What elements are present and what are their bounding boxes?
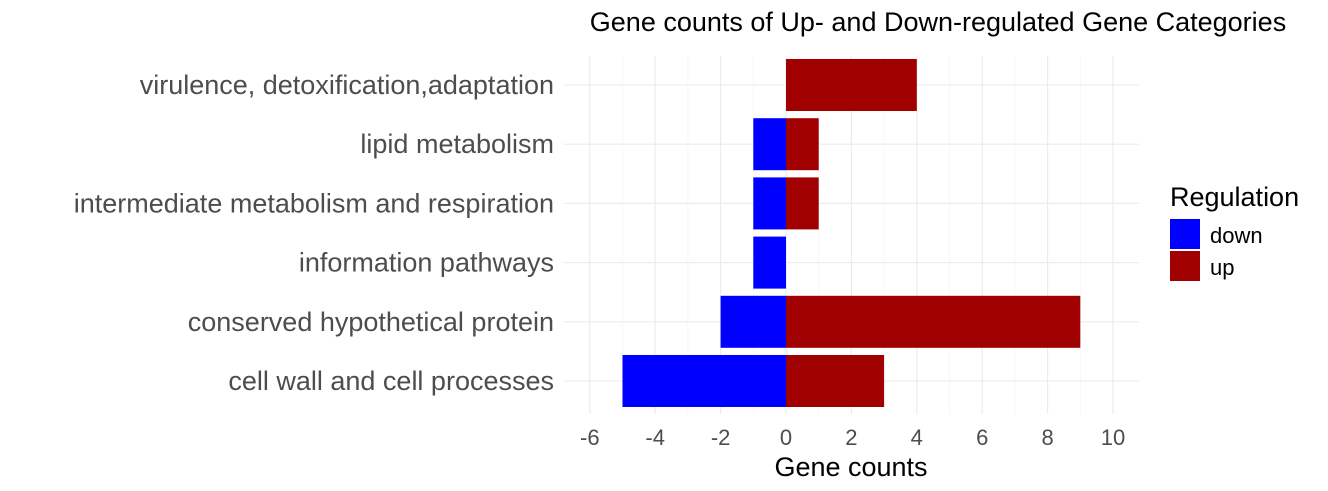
x-axis-title: Gene counts — [774, 452, 927, 482]
category-label: lipid metabolism — [360, 129, 554, 159]
bar-up — [786, 118, 819, 171]
bar-up — [786, 177, 819, 230]
bars — [622, 59, 1081, 407]
bar-down — [753, 177, 786, 230]
category-label: cell wall and cell processes — [228, 366, 554, 396]
legend: Regulation down up — [1170, 182, 1299, 281]
category-label: conserved hypothetical protein — [188, 307, 554, 337]
bar-up — [786, 355, 885, 407]
legend-title: Regulation — [1170, 182, 1299, 212]
category-label: virulence, detoxification,adaptation — [140, 70, 554, 100]
category-label: intermediate metabolism and respiration — [74, 188, 554, 218]
legend-key-down — [1170, 219, 1200, 249]
x-tick-labels: -6 -4 -2 0 2 4 6 8 10 — [580, 425, 1125, 450]
legend-label: up — [1210, 255, 1234, 280]
bar-down — [622, 355, 786, 407]
x-tick-label: -2 — [711, 425, 731, 450]
x-tick-label: 8 — [1041, 425, 1053, 450]
bar-down — [720, 295, 786, 348]
bar-up — [786, 59, 917, 111]
chart-title: Gene counts of Up- and Down-regulated Ge… — [590, 7, 1286, 37]
legend-label: down — [1210, 223, 1263, 248]
x-tick-label: 6 — [976, 425, 988, 450]
legend-key-up — [1170, 251, 1200, 281]
bar-down — [753, 236, 786, 289]
x-tick-label: 4 — [911, 425, 923, 450]
category-label: information pathways — [299, 248, 554, 278]
x-tick-label: -4 — [645, 425, 665, 450]
x-tick-label: -6 — [580, 425, 600, 450]
category-labels: virulence, detoxification,adaptation lipi… — [74, 70, 554, 396]
x-tick-label: 0 — [780, 425, 792, 450]
bar-up — [786, 295, 1081, 348]
x-tick-label: 10 — [1101, 425, 1125, 450]
x-tick-label: 2 — [845, 425, 857, 450]
bar-down — [753, 118, 786, 171]
